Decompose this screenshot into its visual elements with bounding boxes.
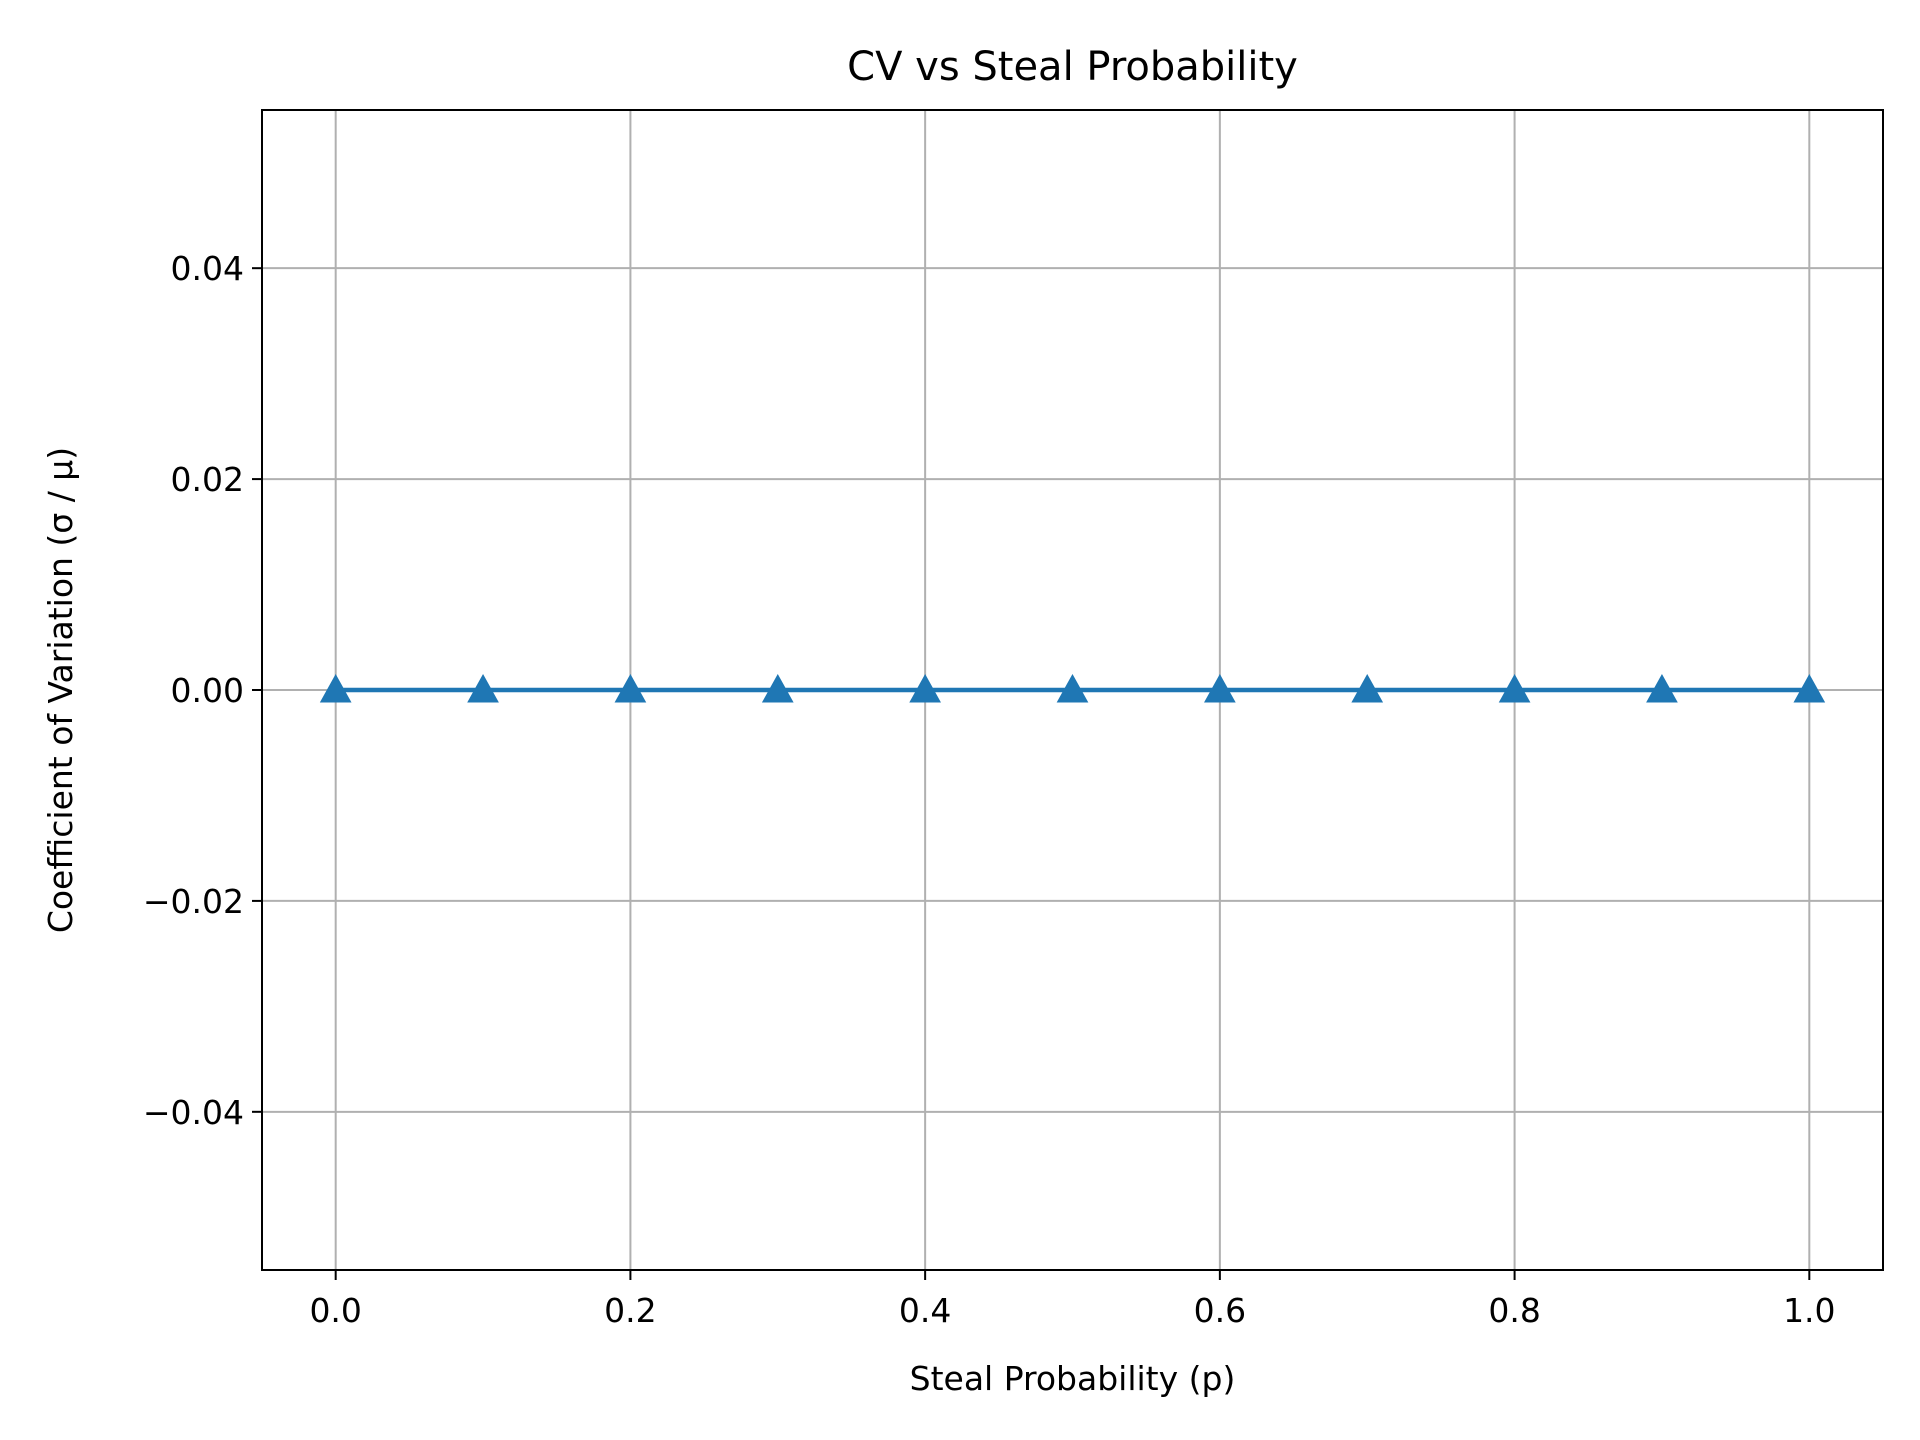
ticks: 0.0 0.2 0.4 0.6 0.8 1.0 −0.04 −0.02 0.00 0.02 0.04: [143, 249, 1836, 1330]
x-tick-label: 0.4: [899, 1291, 951, 1330]
data-point-marker: [614, 673, 647, 703]
series-layer: [319, 673, 1826, 703]
data-point-marker: [467, 673, 499, 703]
data-point-marker: [1646, 673, 1678, 703]
y-tick-label: 0.02: [171, 460, 244, 499]
x-tick-label: 1.0: [1783, 1291, 1835, 1330]
data-point-marker: [1204, 673, 1236, 703]
data-point-marker: [1351, 673, 1384, 703]
y-axis-label: Coefficient of Variation (σ / μ): [41, 447, 80, 933]
data-point-marker: [909, 673, 941, 703]
x-tick-label: 0.6: [1194, 1291, 1246, 1330]
y-tick-label: 0.00: [171, 671, 244, 710]
data-point-marker: [1498, 673, 1531, 703]
x-tick-label: 0.0: [309, 1291, 361, 1330]
x-axis-label: Steal Probability (p): [910, 1359, 1236, 1398]
x-tick-label: 0.8: [1488, 1291, 1540, 1330]
data-point-marker: [319, 673, 352, 703]
chart-title: CV vs Steal Probability: [847, 44, 1298, 90]
y-tick-label: −0.04: [143, 1093, 244, 1132]
data-point-marker: [1056, 673, 1089, 703]
data-point-marker: [761, 673, 794, 703]
y-tick-label: 0.04: [171, 249, 244, 288]
y-tick-label: −0.02: [143, 882, 244, 921]
data-point-marker: [1793, 673, 1826, 703]
x-tick-label: 0.2: [604, 1291, 656, 1330]
